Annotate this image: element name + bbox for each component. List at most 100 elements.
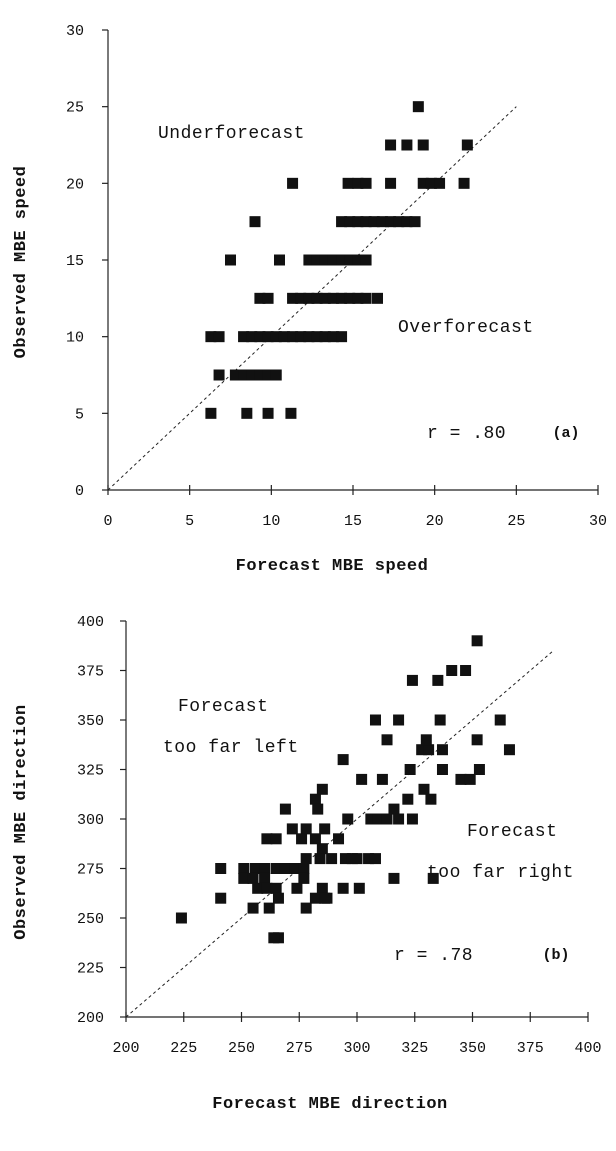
panel-b-one-to-one-line [125, 650, 554, 1018]
data-point [259, 863, 271, 874]
data-point [312, 803, 324, 815]
data-point [316, 882, 328, 894]
data-point [393, 813, 405, 825]
data-point [401, 216, 413, 228]
data-point [503, 744, 515, 756]
data-point [278, 331, 290, 343]
data-point [446, 665, 458, 676]
panel-a-underforecast-label: Underforecast [158, 124, 305, 144]
data-point [381, 734, 393, 746]
data-point [205, 331, 217, 343]
data-point [249, 863, 261, 874]
data-point [352, 177, 364, 189]
data-point [309, 892, 321, 904]
data-point [261, 833, 273, 845]
data-point [385, 177, 397, 189]
data-point [274, 254, 285, 266]
data-point [249, 216, 261, 228]
data-point [369, 853, 381, 865]
x-tick-label: 350 [459, 1040, 486, 1057]
data-point [473, 764, 485, 775]
y-tick-label: 300 [77, 812, 104, 829]
x-tick-label: 300 [343, 1040, 370, 1057]
panel-b-lower-label-line2: too far right [427, 863, 574, 883]
data-point [296, 833, 308, 845]
data-point [270, 882, 282, 894]
y-tick-label: 275 [77, 862, 104, 879]
data-point [336, 216, 348, 228]
data-point [458, 177, 470, 189]
data-point [418, 783, 430, 795]
panel-b-lower-label-line1: Forecast [467, 822, 557, 842]
data-point [360, 292, 372, 304]
data-point [268, 932, 280, 944]
data-point [241, 407, 253, 419]
data-point [393, 216, 405, 228]
data-point [404, 764, 416, 775]
data-point [270, 331, 282, 343]
data-point [385, 139, 397, 151]
data-point [252, 882, 264, 894]
data-point [388, 803, 400, 815]
data-point [254, 331, 266, 343]
data-point [289, 863, 301, 874]
data-point [285, 407, 297, 419]
x-tick-label: 0 [103, 513, 112, 530]
data-point [272, 892, 284, 904]
data-point [406, 674, 418, 686]
data-point [333, 833, 345, 845]
y-tick-label: 30 [66, 23, 84, 40]
x-tick-label: 250 [228, 1040, 255, 1057]
data-point [388, 872, 400, 884]
data-point [336, 254, 348, 266]
data-point [337, 882, 349, 894]
data-point [336, 331, 348, 343]
panel-a-points [205, 101, 473, 419]
x-tick-label: 30 [589, 513, 607, 530]
x-tick-label: 225 [170, 1040, 197, 1057]
data-point [327, 254, 339, 266]
data-point [238, 872, 250, 884]
y-tick-label: 400 [77, 614, 104, 631]
data-point [471, 635, 483, 647]
data-point [412, 101, 424, 113]
data-point [311, 254, 323, 266]
panel-b-upper-label-line1: Forecast [178, 697, 268, 717]
data-point [360, 177, 372, 189]
data-point [385, 216, 397, 228]
data-point [436, 764, 448, 775]
data-point [376, 773, 388, 785]
panel-b-points [175, 635, 515, 944]
data-point [460, 665, 472, 676]
data-point [213, 369, 225, 381]
y-tick-label: 25 [66, 100, 84, 117]
data-point [295, 331, 307, 343]
data-point [360, 254, 372, 266]
data-point [298, 863, 310, 874]
data-point [295, 292, 307, 304]
data-point [432, 674, 444, 686]
y-tick-label: 10 [66, 330, 84, 347]
data-point [205, 407, 217, 419]
y-tick-label: 5 [75, 406, 84, 423]
data-point [420, 734, 432, 746]
data-point [303, 254, 315, 266]
x-tick-label: 15 [344, 513, 362, 530]
data-point [436, 744, 448, 756]
data-point [455, 773, 467, 785]
data-point [259, 872, 271, 884]
data-point [369, 714, 381, 726]
data-point [287, 331, 299, 343]
data-point [372, 292, 383, 304]
data-point [401, 139, 413, 151]
data-point [471, 734, 483, 746]
data-point [303, 292, 315, 304]
data-point [326, 853, 338, 865]
data-point [246, 369, 258, 381]
data-point [254, 369, 266, 381]
data-point [262, 292, 274, 304]
data-point [254, 292, 266, 304]
data-point [406, 813, 418, 825]
data-point [434, 177, 446, 189]
data-point [279, 863, 291, 874]
